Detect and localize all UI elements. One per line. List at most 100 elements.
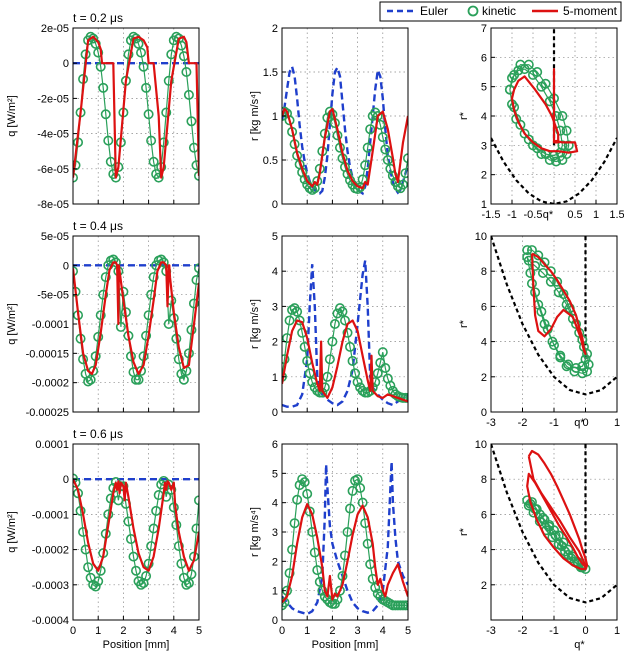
- moment5-line: [530, 252, 587, 355]
- kinetic-point: [515, 119, 526, 130]
- moment5-line: [282, 319, 408, 403]
- x-tick-label: -1: [549, 417, 559, 429]
- moment5-line: [73, 35, 199, 179]
- kinetic-point: [148, 272, 159, 283]
- x-tick-label: 5: [405, 625, 411, 637]
- kinetic-point: [173, 354, 184, 365]
- y-tick-label: 0: [272, 407, 278, 419]
- y-tick-label: -8e-05: [37, 199, 69, 211]
- kinetic-point: [400, 168, 408, 179]
- kinetic-point: [141, 330, 152, 341]
- y-tick-label: 0: [272, 615, 278, 627]
- kinetic-point: [375, 357, 386, 368]
- plot-area-p3: [491, 444, 617, 604]
- y-tick-label: 4: [481, 111, 487, 123]
- y-tick-label: 0: [481, 407, 487, 419]
- moment5-line: [73, 478, 199, 572]
- panel-r3: 0 1 2 3 4 5 0 1 2 3 4 5 6 r [kg m/s⁴] Position [mm]: [249, 439, 411, 651]
- x-tick-label: 2: [120, 625, 126, 637]
- kinetic-point: [385, 380, 396, 391]
- kinetic-point: [136, 579, 147, 590]
- kinetic-point: [552, 276, 563, 287]
- kinetic-line: [73, 478, 199, 588]
- x-tick-label: 3: [146, 625, 152, 637]
- kinetic-point: [355, 482, 366, 493]
- kinetic-point: [334, 585, 345, 596]
- realizability-limit-line: [491, 236, 617, 396]
- plot-area-r3: [282, 461, 408, 616]
- plot-area-q2: [73, 254, 199, 387]
- kinetic-point: [327, 336, 338, 347]
- kinetic-point: [352, 474, 363, 485]
- kinetic-point: [365, 124, 376, 135]
- kinetic-point: [563, 140, 574, 151]
- kinetic-point: [297, 474, 308, 485]
- kinetic-point: [539, 257, 550, 268]
- x-tick-label: 1: [304, 625, 310, 637]
- y-tick-label: 3: [481, 140, 487, 152]
- y-axis-label: r [kg m/s⁴]: [249, 299, 261, 349]
- kinetic-point: [317, 585, 328, 596]
- y-tick-label: 0.0001: [35, 439, 69, 451]
- y-tick-label: 4: [272, 498, 278, 510]
- y-tick-label: -0.0004: [32, 615, 69, 627]
- kinetic-point: [553, 539, 564, 550]
- plot-area-r1: [282, 63, 408, 196]
- y-axis-label: r [kg m/s⁴]: [249, 507, 261, 557]
- kinetic-point: [83, 376, 94, 387]
- kinetic-point: [377, 132, 388, 143]
- kinetic-point: [194, 170, 199, 181]
- kinetic-point: [143, 310, 154, 321]
- kinetic-point: [337, 306, 348, 317]
- kinetic-point: [527, 69, 538, 80]
- y-tick-label: 1.5: [263, 67, 278, 79]
- kinetic-point: [183, 578, 194, 589]
- legend-euler-label: Euler: [420, 4, 448, 18]
- kinetic-point: [115, 321, 126, 332]
- y-tick-label: 2: [481, 170, 487, 182]
- y-tick-label: 2: [481, 580, 487, 592]
- y-tick-label: -6e-05: [37, 164, 69, 176]
- kinetic-point: [571, 362, 582, 373]
- y-axis-label: r*: [458, 319, 470, 328]
- kinetic-point: [357, 385, 368, 396]
- euler-line: [282, 461, 408, 616]
- kinetic-point: [123, 49, 134, 60]
- kinetic-point: [85, 374, 96, 385]
- kinetic-point: [178, 374, 189, 385]
- kinetic-point: [382, 155, 393, 166]
- realizability-limit-line: [491, 137, 617, 204]
- x-tick-label: 4: [380, 625, 386, 637]
- kinetic-point: [332, 308, 343, 319]
- kinetic-point: [519, 64, 530, 75]
- panel-title: t = 0.6 μs: [73, 427, 123, 441]
- x-tick-label: 0: [582, 625, 588, 637]
- panel-title: t = 0.4 μs: [73, 219, 123, 233]
- y-tick-label: 2: [272, 23, 278, 35]
- kinetic-point: [93, 576, 104, 587]
- kinetic-point: [110, 257, 121, 268]
- kinetic-point: [329, 318, 340, 329]
- y-axis-label: r [kg m/s⁴]: [249, 91, 261, 141]
- kinetic-point: [176, 368, 187, 379]
- kinetic-point: [284, 315, 295, 326]
- kinetic-point: [161, 491, 172, 502]
- y-tick-label: 1: [272, 586, 278, 598]
- kinetic-point: [294, 480, 305, 491]
- kinetic-point: [372, 368, 383, 379]
- y-tick-label: 5e-05: [41, 231, 69, 243]
- kinetic-point: [171, 31, 182, 42]
- x-tick-label: 1: [95, 625, 101, 637]
- panel-p1: -1.5 -1 -0.5 0.5 1 1.5 1 2 3 4 5 6 7 r* q*: [458, 23, 624, 221]
- y-tick-label: 3: [272, 527, 278, 539]
- kinetic-point: [566, 553, 577, 564]
- kinetic-point: [143, 109, 154, 120]
- kinetic-point: [525, 267, 536, 278]
- y-tick-label: 0: [63, 260, 69, 272]
- x-tick-label: -1: [549, 625, 559, 637]
- moment5-line: [510, 67, 579, 154]
- kinetic-point: [282, 600, 287, 611]
- kinetic-point: [536, 81, 547, 92]
- kinetic-point: [90, 581, 101, 592]
